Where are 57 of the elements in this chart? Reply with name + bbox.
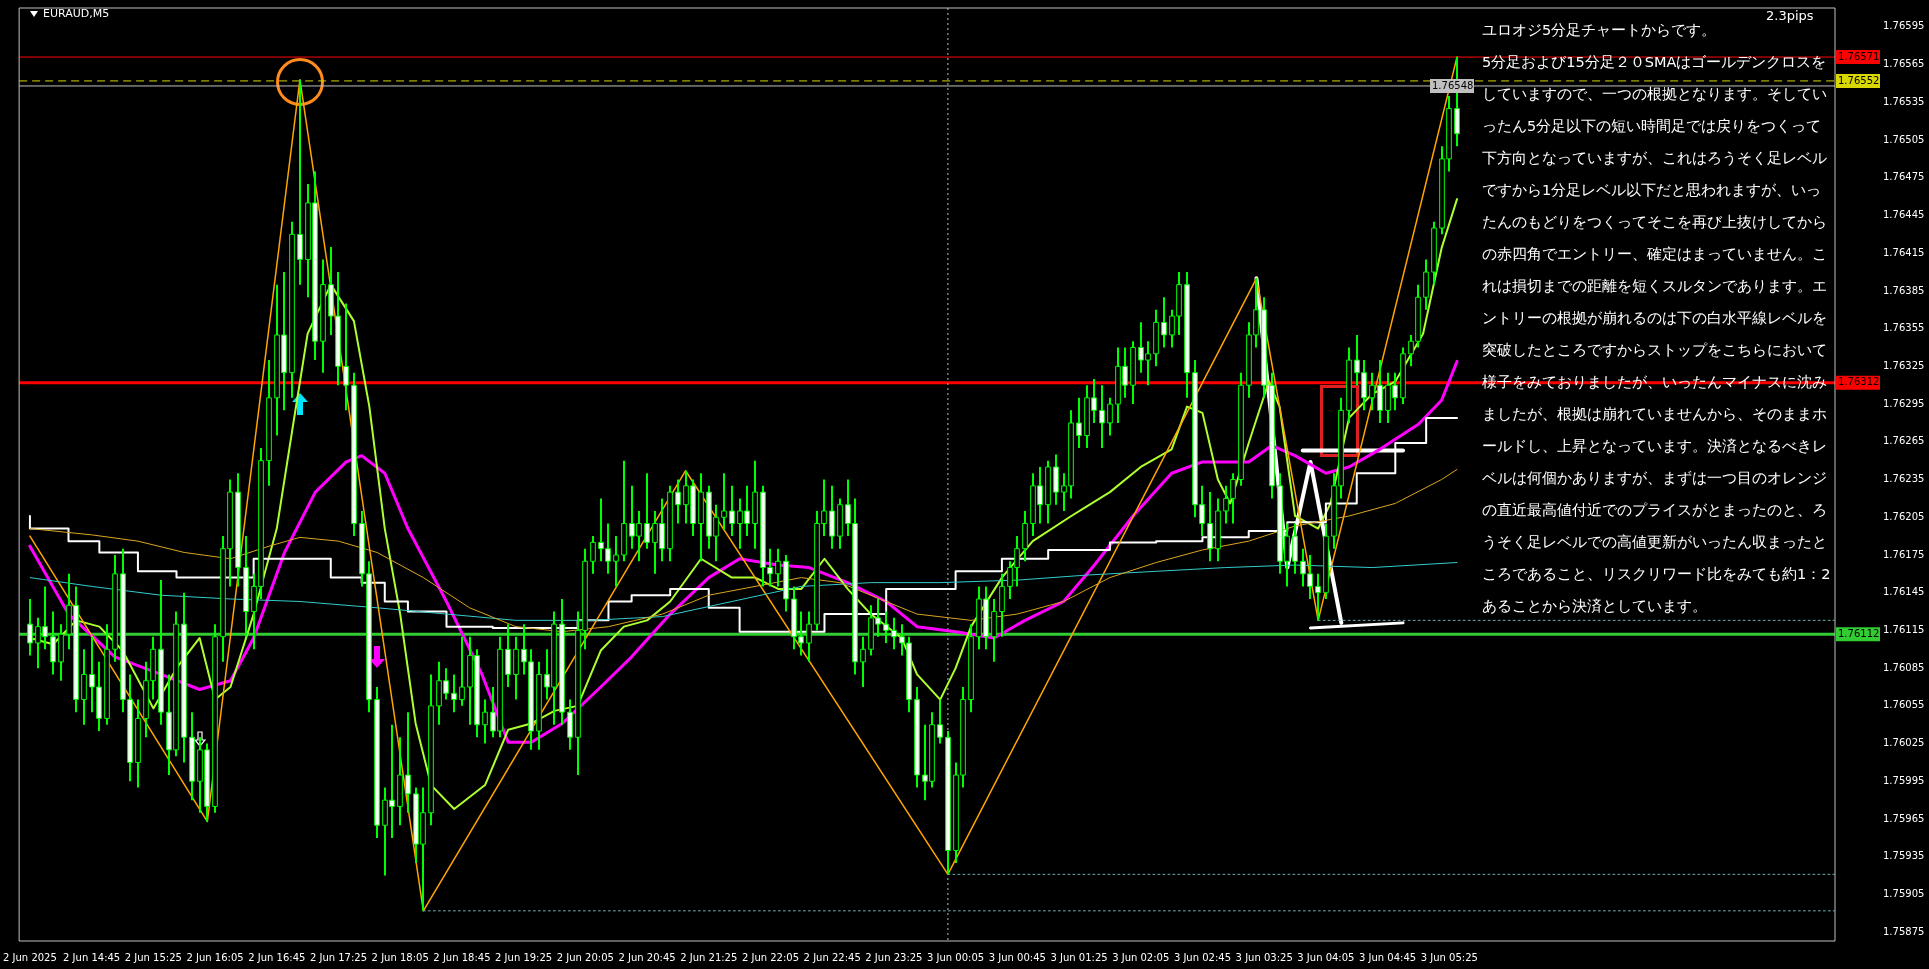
- x-tick-label: 2 Jun 22:45: [803, 951, 861, 963]
- x-tick-label: 3 Jun 02:45: [1173, 951, 1232, 963]
- y-tick-label: 1.76115: [1883, 624, 1925, 636]
- annotation: 2.3pips: [1766, 8, 1814, 23]
- y-tick-label: 1.76415: [1883, 246, 1925, 258]
- y-tick-label: 1.75995: [1883, 774, 1925, 786]
- ref-line-label: 1.76312: [1838, 376, 1880, 388]
- annotation: ユロオジ5分足チャートからです。: [1482, 22, 1717, 38]
- x-tick-label: 2 Jun 14:45: [63, 951, 121, 963]
- y-tick-label: 1.76295: [1883, 397, 1925, 409]
- x-tick-label: 2 Jun 20:05: [556, 951, 614, 963]
- ref-line-label: 1.76112: [1838, 627, 1880, 639]
- ref-line-label: 1.76548: [1432, 79, 1474, 91]
- y-tick-label: 1.75935: [1883, 850, 1925, 862]
- x-tick-label: 3 Jun 01:25: [1050, 951, 1108, 963]
- x-tick-label: 3 Jun 00:05: [927, 951, 985, 963]
- y-tick-label: 1.76025: [1883, 737, 1925, 749]
- y-tick-label: 1.76265: [1883, 435, 1925, 447]
- y-tick-label: 1.76565: [1883, 58, 1925, 70]
- y-tick-label: 1.76385: [1883, 284, 1925, 296]
- x-tick-label: 2 Jun 16:05: [186, 951, 244, 963]
- x-tick-label: 3 Jun 05:25: [1420, 951, 1478, 963]
- y-tick-label: 1.76325: [1883, 359, 1925, 371]
- y-tick-label: 1.76085: [1883, 661, 1925, 673]
- x-tick-label: 2 Jun 15:25: [124, 951, 182, 963]
- x-tick-label: 2 Jun 17:25: [309, 951, 368, 963]
- y-tick-label: 1.76535: [1883, 95, 1925, 107]
- x-tick-label: 2 Jun 21:25: [680, 951, 738, 963]
- x-tick-label: 2 Jun 22:05: [741, 951, 800, 963]
- x-tick-label: 2 Jun 16:45: [248, 951, 306, 963]
- y-tick-label: 1.76205: [1883, 510, 1925, 522]
- y-tick-label: 1.76505: [1883, 133, 1925, 145]
- y-tick-label: 1.76475: [1883, 171, 1925, 183]
- x-tick-label: 2 Jun 18:45: [433, 951, 491, 963]
- ref-line-label: 1.76571: [1838, 50, 1880, 62]
- y-tick-label: 1.76595: [1883, 20, 1925, 32]
- chart-title: EURAUD,M5: [43, 7, 110, 20]
- y-tick-label: 1.76235: [1883, 473, 1925, 485]
- x-tick-label: 2 Jun 18:05: [371, 951, 429, 963]
- x-tick-label: 3 Jun 03:25: [1235, 951, 1293, 963]
- y-tick-label: 1.75905: [1883, 888, 1925, 900]
- y-tick-label: 1.76445: [1883, 209, 1925, 221]
- y-tick-label: 1.76355: [1883, 322, 1925, 334]
- y-tick-label: 1.76175: [1883, 548, 1925, 560]
- x-tick-label: 3 Jun 00:45: [988, 951, 1046, 963]
- x-tick-label: 3 Jun 02:05: [1112, 951, 1170, 963]
- x-tick-label: 2 Jun 2025: [3, 951, 57, 963]
- y-tick-label: 1.75875: [1883, 925, 1925, 937]
- y-tick-label: 1.75965: [1883, 812, 1925, 824]
- y-tick-label: 1.76055: [1883, 699, 1925, 711]
- x-tick-label: 2 Jun 20:45: [618, 951, 676, 963]
- x-tick-label: 3 Jun 04:45: [1359, 951, 1417, 963]
- x-tick-label: 2 Jun 23:25: [865, 951, 923, 963]
- ref-line-label: 1.76552: [1838, 74, 1880, 86]
- x-tick-label: 3 Jun 04:05: [1297, 951, 1355, 963]
- y-tick-label: 1.76145: [1883, 586, 1925, 598]
- x-tick-label: 2 Jun 19:25: [495, 951, 553, 963]
